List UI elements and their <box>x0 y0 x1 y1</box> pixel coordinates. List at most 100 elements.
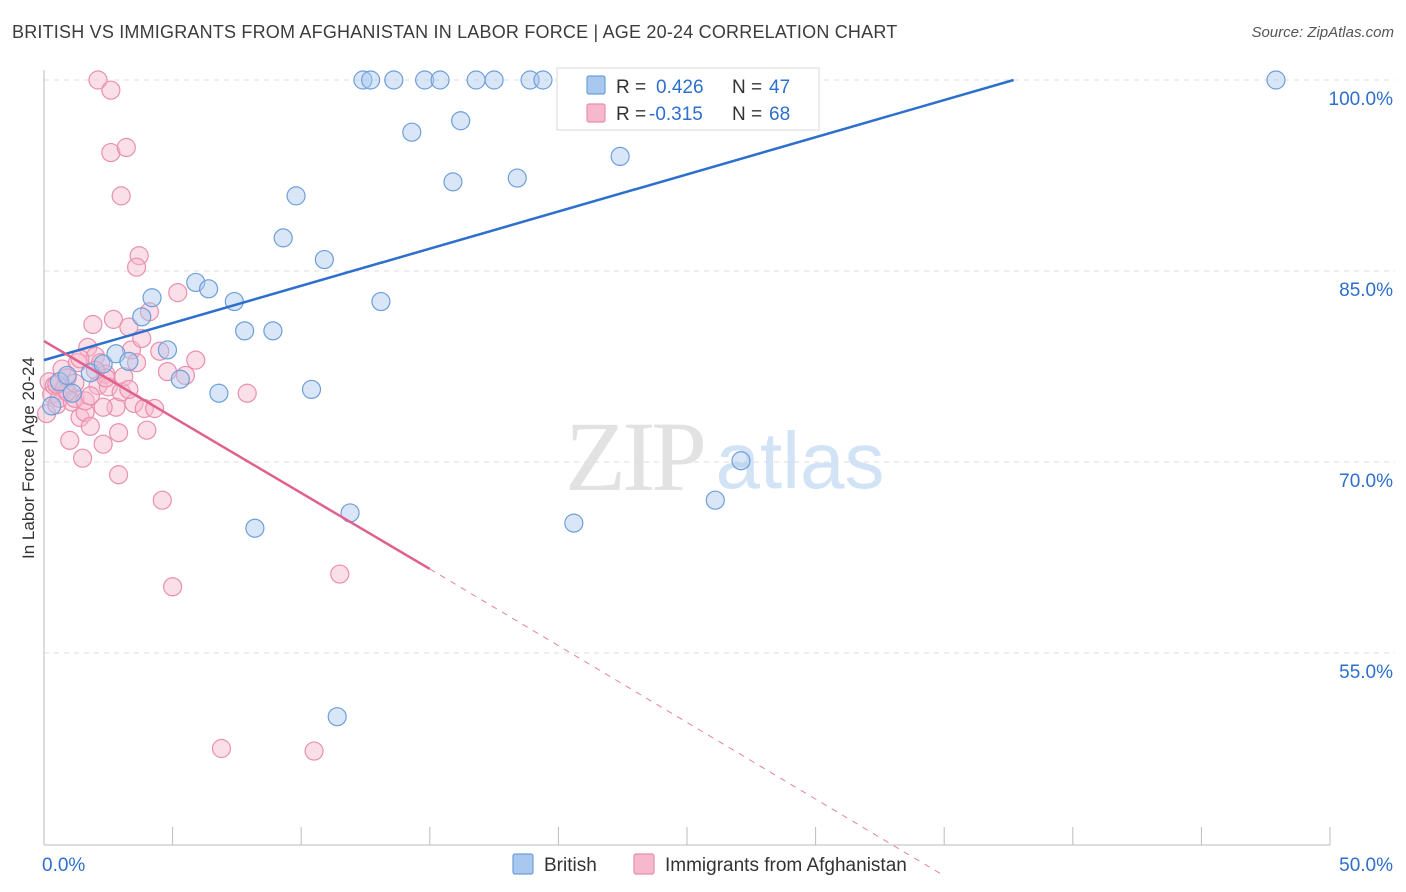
british-point <box>1266 70 1286 90</box>
x-tick-labels: 0.0% 50.0% <box>42 855 1393 876</box>
afghan-point <box>108 423 129 443</box>
afghan-point <box>137 420 157 440</box>
british-point <box>119 351 139 372</box>
british-point <box>273 228 293 248</box>
afghan-point <box>186 350 206 370</box>
british-point <box>402 122 422 142</box>
british-point <box>415 70 435 90</box>
afghan-point <box>49 388 70 408</box>
afghan-point <box>108 465 129 485</box>
y-axis-label: In Labor Force | Age 20-24 <box>19 357 38 559</box>
british-point <box>564 513 584 533</box>
y-tick-label: 100.0% <box>1329 89 1394 110</box>
watermark: ZIP atlas <box>565 401 884 512</box>
british-point <box>705 490 725 510</box>
afghan-trendline <box>43 339 431 571</box>
series-legend: British Immigrants from Afghanistan <box>512 853 907 876</box>
british-point <box>235 321 255 341</box>
british-point <box>199 279 219 299</box>
x-axis-ticks <box>43 827 1331 845</box>
afghan-point <box>126 257 147 277</box>
british-point <box>314 249 334 270</box>
british-trendline <box>43 78 1014 362</box>
afghan-point <box>211 738 232 759</box>
stats-r-label-afghan: R = <box>616 104 646 125</box>
stats-swatch-british <box>586 75 606 95</box>
afghan-point <box>116 137 136 158</box>
afghan-point <box>60 430 80 450</box>
british-point <box>132 307 152 327</box>
afghan-point <box>150 341 170 361</box>
watermark-zip: ZIP <box>565 401 703 512</box>
british-point <box>93 354 113 374</box>
afghan-points <box>36 70 350 761</box>
british-point <box>209 383 229 403</box>
stats-r-value-afghan: -0.315 <box>649 104 703 125</box>
afghan-point <box>168 283 188 303</box>
british-point <box>533 70 553 90</box>
british-point <box>62 383 82 403</box>
stats-n-value-british: 47 <box>769 77 790 98</box>
y-tick-label: 55.0% <box>1339 662 1393 683</box>
british-points <box>42 70 1286 727</box>
british-point <box>301 379 322 400</box>
british-point <box>384 70 404 90</box>
afghan-point <box>93 397 113 417</box>
british-point <box>57 365 77 386</box>
trendlines <box>43 78 1014 877</box>
afghan-point <box>88 70 108 90</box>
british-point <box>466 70 486 90</box>
watermark-atlas: atlas <box>716 416 885 505</box>
british-point <box>484 70 504 90</box>
afghan-point <box>83 314 103 335</box>
british-point <box>361 70 381 90</box>
y-tick-label: 70.0% <box>1339 471 1393 492</box>
british-point <box>49 372 70 392</box>
afghan-point <box>152 490 172 510</box>
british-point <box>371 291 391 312</box>
source-label: Source: ZipAtlas.com <box>1251 24 1394 41</box>
afghan-point <box>330 564 350 584</box>
afghan-point <box>175 365 196 386</box>
chart-title: BRITISH VS IMMIGRANTS FROM AFGHANISTAN I… <box>12 22 898 42</box>
british-point <box>170 369 190 389</box>
british-point <box>142 288 162 308</box>
stats-legend: R = 0.426 N = 47 R = -0.315 N = 68 <box>556 67 820 131</box>
stats-swatch-afghan <box>586 103 606 123</box>
british-point <box>286 186 306 206</box>
legend-swatch-afghan <box>633 853 655 875</box>
british-point <box>263 321 283 341</box>
afghan-point <box>103 309 124 329</box>
stats-r-value-british: 0.426 <box>656 77 704 98</box>
afghan-point <box>72 448 93 468</box>
british-point <box>430 70 450 90</box>
legend-label-afghan: Immigrants from Afghanistan <box>665 855 907 876</box>
afghan-point <box>80 416 100 436</box>
y-tick-labels: 100.0% 85.0% 70.0% 55.0% <box>1329 89 1394 683</box>
afghan-point <box>304 741 324 761</box>
legend-swatch-british <box>512 853 534 875</box>
afghan-trendline-extension <box>429 568 945 877</box>
stats-n-label-british: N = <box>732 77 762 98</box>
stats-r-label-british: R = <box>616 77 646 98</box>
afghan-point <box>93 434 113 454</box>
british-point <box>353 70 373 90</box>
british-point <box>731 451 751 471</box>
afghan-point <box>129 246 149 266</box>
afghan-point <box>111 186 131 206</box>
british-point <box>245 518 265 538</box>
british-point <box>507 168 527 188</box>
afghan-point <box>101 142 121 163</box>
british-point <box>157 340 178 360</box>
british-point <box>451 111 471 131</box>
british-point <box>327 707 347 727</box>
british-point <box>610 146 630 166</box>
afghan-point <box>101 80 121 100</box>
x-tick-label: 50.0% <box>1339 855 1393 876</box>
y-tick-label: 85.0% <box>1339 280 1393 301</box>
afghan-point <box>163 577 183 597</box>
x-tick-label: 0.0% <box>42 855 85 876</box>
afghan-point <box>126 353 147 373</box>
stats-n-label-afghan: N = <box>732 104 762 125</box>
